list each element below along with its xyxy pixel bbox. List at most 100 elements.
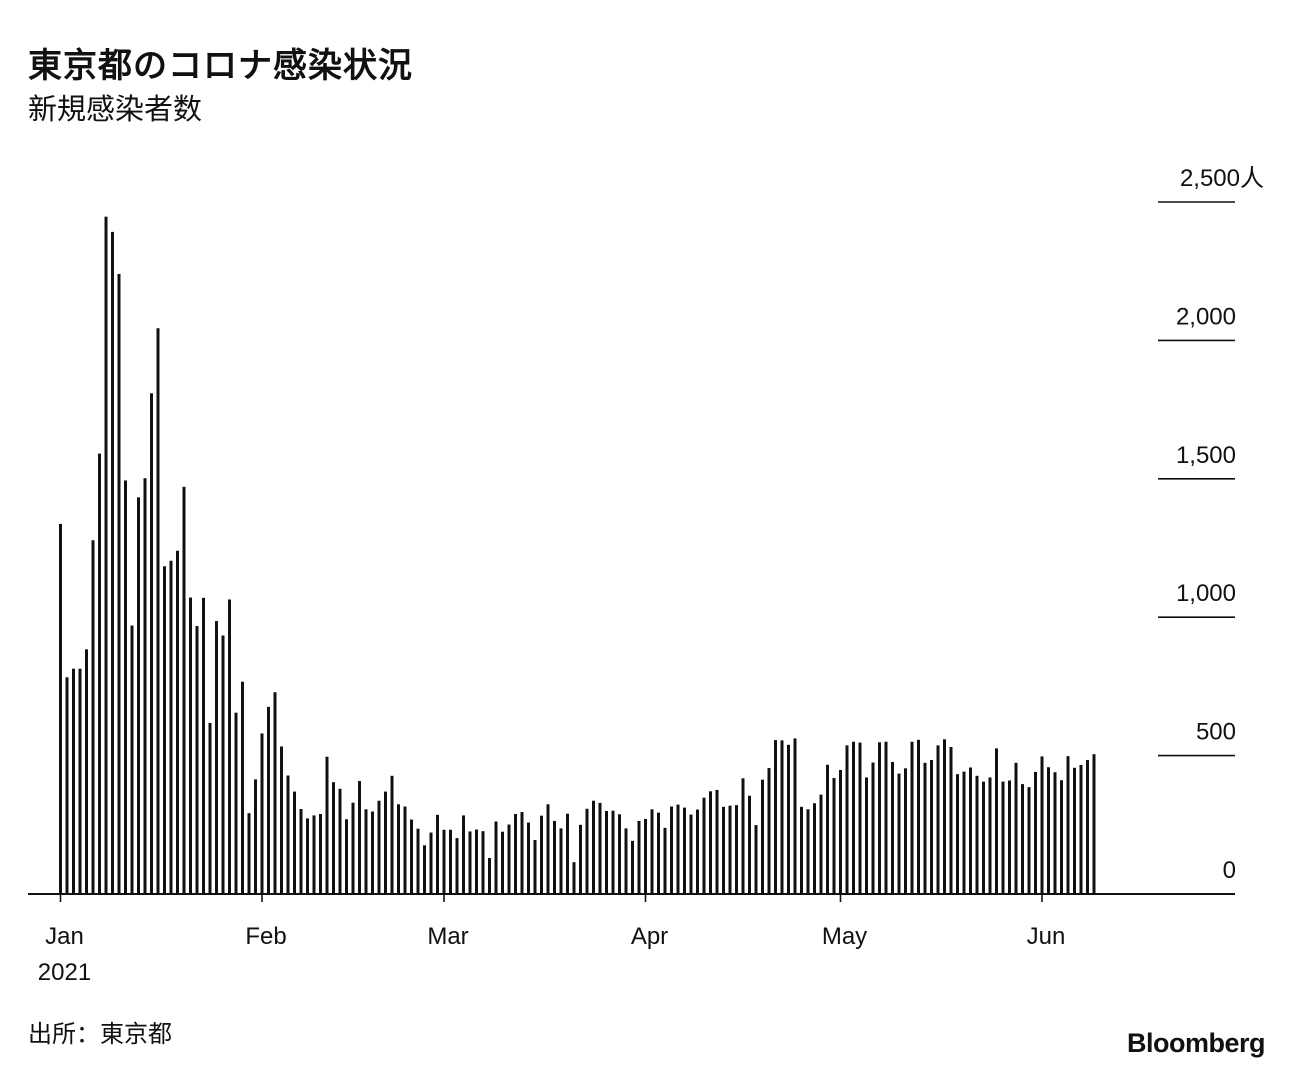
bar xyxy=(975,775,979,894)
bar xyxy=(273,692,277,894)
bar xyxy=(299,809,303,894)
bar xyxy=(832,778,836,894)
bar xyxy=(722,806,725,894)
bar xyxy=(618,814,621,894)
bar xyxy=(286,775,290,894)
bar xyxy=(423,845,426,894)
bar xyxy=(78,668,82,894)
bar xyxy=(1047,767,1050,894)
bar-chart: 0 500 1,000 1,500 2,000 2,500人 Jan 2021 Feb Mar A… xyxy=(28,165,1264,986)
y-tick-label: 2,500人 xyxy=(1180,165,1264,192)
bar xyxy=(605,810,608,894)
bar xyxy=(189,597,192,894)
bar xyxy=(670,806,673,894)
bar xyxy=(150,393,153,894)
bar xyxy=(728,805,732,894)
bar xyxy=(696,809,699,894)
bar xyxy=(858,742,862,894)
bar xyxy=(137,497,140,894)
bar xyxy=(345,819,348,894)
y-tick-label: 1,000 xyxy=(1176,580,1236,607)
bar xyxy=(741,778,745,894)
bar xyxy=(650,809,654,894)
bar xyxy=(995,748,998,894)
bar xyxy=(988,777,992,894)
bar xyxy=(507,824,511,894)
bar xyxy=(709,791,712,894)
chart-title: 東京都のコロナ感染状況 xyxy=(28,46,413,86)
bar xyxy=(657,812,660,894)
bar xyxy=(377,800,381,894)
bar xyxy=(689,814,693,894)
bar-series xyxy=(59,216,1096,894)
bar xyxy=(800,806,803,894)
bar xyxy=(156,328,160,894)
bar xyxy=(481,831,485,894)
bar xyxy=(494,821,498,894)
bar xyxy=(1008,780,1011,894)
bar xyxy=(813,803,816,894)
bar xyxy=(897,773,901,894)
bar xyxy=(332,782,335,894)
bar xyxy=(559,828,563,894)
bar xyxy=(501,831,504,894)
bar xyxy=(735,805,738,894)
bar xyxy=(943,739,946,894)
bar xyxy=(631,840,634,894)
bar xyxy=(930,760,933,894)
bar xyxy=(1021,784,1024,894)
bar xyxy=(540,815,543,894)
bar xyxy=(1014,762,1018,894)
bar xyxy=(143,478,147,894)
x-tick-label: Apr xyxy=(631,923,668,950)
bar xyxy=(748,795,751,894)
bar xyxy=(572,862,576,894)
bar xyxy=(826,764,829,894)
bar xyxy=(553,820,556,894)
bar xyxy=(611,810,615,894)
bar xyxy=(176,550,179,894)
bar xyxy=(163,566,166,894)
bar xyxy=(247,813,251,894)
bar xyxy=(1027,787,1031,894)
bar xyxy=(169,560,173,894)
bar xyxy=(774,740,777,894)
bar xyxy=(436,814,439,894)
bar xyxy=(364,809,368,894)
bar xyxy=(111,231,114,894)
bar xyxy=(969,767,972,894)
bar xyxy=(215,621,218,894)
bar xyxy=(1034,771,1037,894)
bar xyxy=(806,809,810,894)
bar xyxy=(923,762,927,894)
bar xyxy=(208,722,212,894)
bar xyxy=(98,453,101,894)
y-gridlines: 0 500 1,000 1,500 2,000 2,500人 xyxy=(1158,165,1264,884)
bar xyxy=(351,802,355,894)
bar xyxy=(819,794,823,894)
bar xyxy=(488,858,491,894)
bar xyxy=(962,771,966,894)
bar xyxy=(644,818,647,894)
bar xyxy=(1073,767,1076,894)
bar xyxy=(390,775,394,894)
bar xyxy=(104,216,108,894)
bar xyxy=(787,744,790,894)
bar xyxy=(676,804,680,894)
bar xyxy=(241,681,244,894)
x-tick-sublabel: 2021 xyxy=(38,959,91,986)
bar xyxy=(267,706,270,894)
bar xyxy=(462,815,465,894)
bar xyxy=(624,828,628,894)
chart-subtitle: 新規感染者数 xyxy=(28,92,203,126)
bar xyxy=(280,746,283,894)
bar xyxy=(338,788,342,894)
bar xyxy=(306,818,309,894)
bar xyxy=(325,756,329,894)
bar xyxy=(839,769,842,894)
bar xyxy=(780,740,784,894)
bar xyxy=(904,768,907,894)
bar xyxy=(982,781,985,894)
bar xyxy=(228,599,231,894)
x-tick-label: Jun xyxy=(1027,923,1066,950)
